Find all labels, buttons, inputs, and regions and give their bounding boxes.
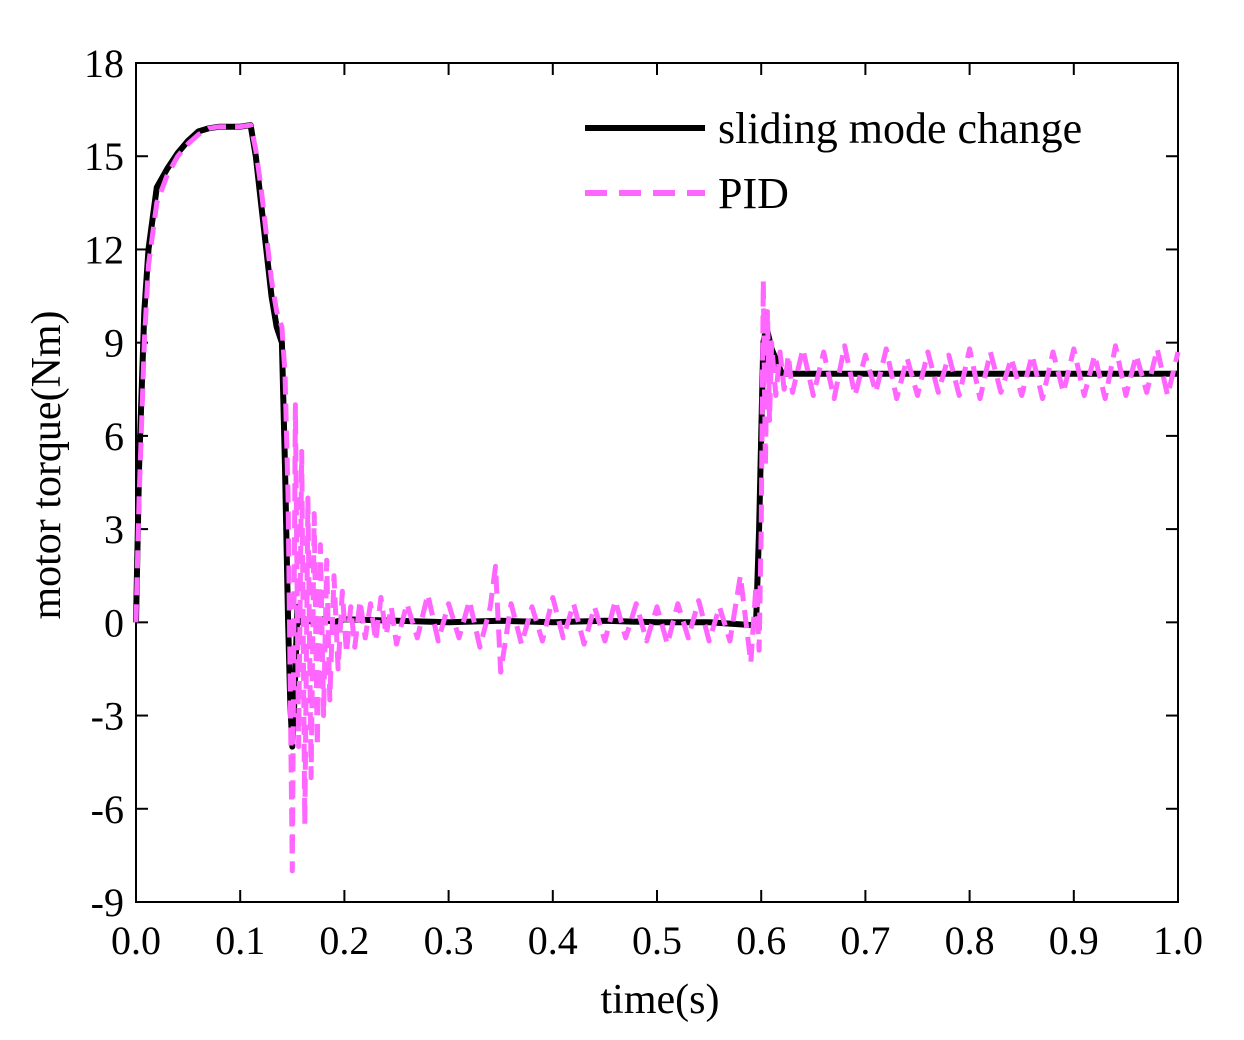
x-tick-label: 0.1: [215, 918, 265, 963]
x-tick-label: 0.8: [945, 918, 995, 963]
legend-label-pid: PID: [718, 169, 789, 218]
x-tick-label: 0.6: [736, 918, 786, 963]
x-tick-label: 0.0: [111, 918, 161, 963]
y-tick-label: -9: [91, 880, 124, 925]
y-tick-label: 6: [104, 414, 124, 459]
y-tick-label: 18: [84, 41, 124, 86]
y-tick-label: -6: [91, 787, 124, 832]
legend-label-sliding-mode: sliding mode change: [718, 104, 1082, 153]
x-axis-label: time(s): [601, 977, 720, 1023]
legend: sliding mode change PID: [585, 104, 1082, 218]
y-tick-label: -3: [91, 694, 124, 739]
series-layer: [133, 122, 1181, 874]
series-line-pid: [133, 122, 1181, 874]
x-tick-label: 0.9: [1049, 918, 1099, 963]
plot-area: [135, 62, 1179, 903]
x-tick-label: 0.3: [424, 918, 474, 963]
y-tick-label: 3: [104, 507, 124, 552]
x-axis: 0.0 0.1 0.2 0.3 0.4 0.5 0.6 0.7 0.8 0.9 1.0: [111, 63, 1203, 963]
y-axis: 18 15 12 9 6 3 0 -3 -6 -9: [84, 41, 1178, 925]
y-tick-label: 9: [104, 321, 124, 366]
x-tick-label: 0.5: [632, 918, 682, 963]
x-tick-label: 0.2: [319, 918, 369, 963]
y-axis-label: motor torque(Nm): [24, 310, 70, 619]
x-tick-label: 1.0: [1153, 918, 1203, 963]
y-tick-label: 15: [84, 134, 124, 179]
x-tick-label: 0.4: [528, 918, 578, 963]
y-tick-label: 12: [84, 227, 124, 272]
x-tick-label: 0.7: [840, 918, 890, 963]
y-tick-label: 0: [104, 600, 124, 645]
